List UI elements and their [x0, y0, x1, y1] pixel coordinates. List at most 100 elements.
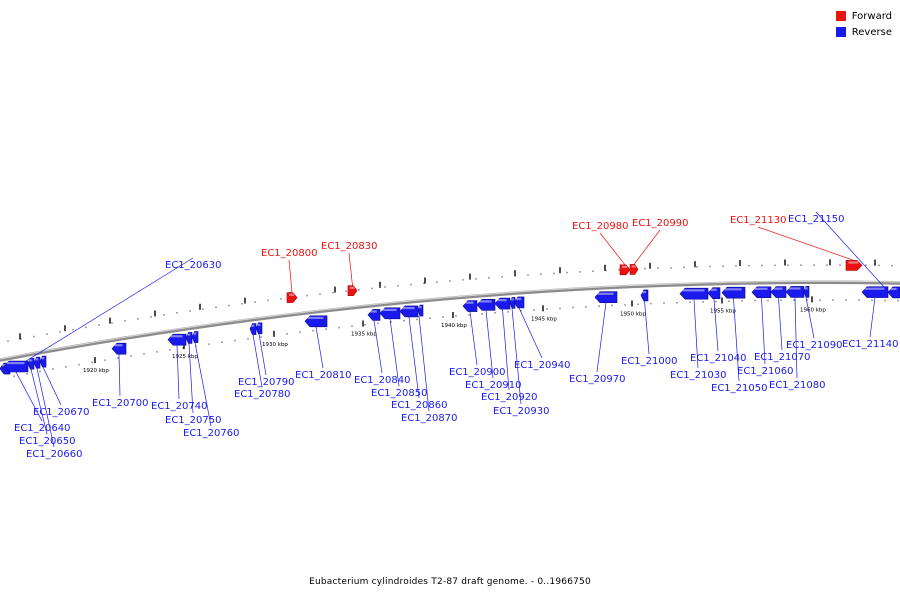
- gene-arrow-gloss: [170, 335, 183, 338]
- gene-label[interactable]: EC1_20940: [514, 360, 570, 371]
- gene-label[interactable]: EC1_21150: [788, 214, 844, 225]
- gene-arrow-gloss: [382, 308, 397, 311]
- label-connector: [194, 342, 212, 427]
- gene-label[interactable]: EC1_21130: [730, 215, 786, 226]
- gene-label[interactable]: EC1_20830: [321, 241, 377, 252]
- label-connector: [805, 297, 815, 339]
- gene-label[interactable]: EC1_20970: [569, 374, 625, 385]
- gene-arrow[interactable]: [417, 304, 424, 317]
- gene-arrow[interactable]: [861, 286, 889, 298]
- gene-arrow[interactable]: [619, 264, 631, 276]
- reverse-swatch: [835, 27, 846, 37]
- gene-arrow[interactable]: [476, 299, 496, 311]
- gene-label[interactable]: EC1_20640: [14, 423, 70, 434]
- gene-label[interactable]: EC1_20930: [493, 406, 549, 417]
- gene-arrow[interactable]: [751, 286, 772, 299]
- gene-label[interactable]: EC1_21040: [690, 353, 746, 364]
- gene-label[interactable]: EC1_21000: [621, 356, 677, 367]
- gene-arrow-gloss: [890, 287, 897, 291]
- gene-label[interactable]: EC1_21060: [737, 366, 793, 377]
- gene-label[interactable]: EC1_20750: [165, 415, 221, 426]
- gene-label[interactable]: EC1_20870: [401, 413, 457, 424]
- gene-label[interactable]: EC1_20920: [481, 392, 537, 403]
- gene-arrow[interactable]: [399, 305, 419, 318]
- gene-arrow[interactable]: [255, 322, 263, 335]
- gene-arrow[interactable]: [111, 342, 127, 355]
- gene-arrow[interactable]: [347, 285, 358, 296]
- gene-arrow[interactable]: [494, 297, 511, 310]
- gene-label[interactable]: EC1_21090: [786, 340, 842, 351]
- gene-label[interactable]: EC1_20700: [92, 398, 148, 409]
- gene-label[interactable]: EC1_20740: [151, 401, 207, 412]
- gene-label[interactable]: EC1_20780: [234, 389, 290, 400]
- gene-label[interactable]: EC1_21080: [769, 380, 825, 391]
- label-connector: [511, 308, 522, 405]
- gene-label[interactable]: EC1_20630: [165, 260, 221, 271]
- gene-arrow[interactable]: [594, 291, 618, 303]
- gene-arrow[interactable]: [513, 296, 525, 309]
- gene-label[interactable]: EC1_21070: [754, 352, 810, 363]
- gene-arrow[interactable]: [679, 287, 709, 300]
- gene-arrow[interactable]: [845, 260, 863, 271]
- gene-arrow[interactable]: [379, 307, 401, 320]
- gene-arrow[interactable]: [3, 360, 29, 373]
- gene-arrow[interactable]: [770, 286, 787, 298]
- gene-arrow[interactable]: [191, 331, 199, 343]
- gene-label[interactable]: EC1_20800: [261, 248, 317, 259]
- gene-arrow[interactable]: [803, 286, 810, 298]
- label-connector: [15, 371, 43, 422]
- gene-label[interactable]: EC1_20650: [19, 436, 75, 447]
- gene-label[interactable]: EC1_20670: [33, 407, 89, 418]
- gene-label[interactable]: EC1_20850: [371, 388, 427, 399]
- gene-arrow-gloss: [754, 287, 768, 290]
- gene-label[interactable]: EC1_20980: [572, 221, 628, 232]
- gene-arrow[interactable]: [707, 287, 721, 299]
- gene-arrow[interactable]: [185, 332, 193, 344]
- gene-label[interactable]: EC1_20810: [295, 370, 351, 381]
- gene-label[interactable]: EC1_20860: [391, 400, 447, 411]
- gene-label[interactable]: EC1_20910: [465, 380, 521, 391]
- gene-arrow[interactable]: [785, 286, 805, 298]
- label-connector: [469, 311, 478, 366]
- gene-arrow-gloss: [788, 287, 801, 290]
- gene-arrow[interactable]: [286, 292, 298, 303]
- gene-label[interactable]: EC1_21030: [670, 370, 726, 381]
- gene-arrow[interactable]: [39, 355, 47, 368]
- label-connector: [389, 318, 400, 387]
- gene-arrow[interactable]: [629, 264, 639, 275]
- kbp-label: 1955 kbp: [710, 308, 736, 314]
- gene-arrow[interactable]: [367, 309, 381, 321]
- gene-arrow-gloss: [465, 301, 474, 304]
- gene-arrow-gloss: [642, 290, 647, 294]
- gene-label[interactable]: EC1_20760: [183, 428, 239, 439]
- gene-arrow-gloss: [257, 323, 261, 326]
- gene-arrow[interactable]: [640, 289, 649, 302]
- gene-label[interactable]: EC1_20660: [26, 449, 82, 460]
- gene-label[interactable]: EC1_20790: [238, 377, 294, 388]
- gene-arrow[interactable]: [721, 286, 746, 299]
- gene-arrow[interactable]: [509, 297, 516, 309]
- gene-arrow[interactable]: [887, 286, 900, 299]
- gene-label[interactable]: EC1_20840: [354, 375, 410, 386]
- gene-label[interactable]: EC1_21140: [842, 339, 898, 350]
- label-connector: [869, 297, 876, 338]
- gene-arrow[interactable]: [249, 323, 257, 335]
- kbp-label: 1930 kbp: [262, 342, 288, 348]
- label-connector: [42, 366, 62, 406]
- gene-label[interactable]: EC1_20900: [449, 367, 505, 378]
- label-connector: [713, 298, 719, 352]
- gene-arrow-gloss: [251, 324, 255, 327]
- gene-arrow[interactable]: [33, 356, 41, 369]
- gene-label[interactable]: EC1_20990: [632, 218, 688, 229]
- gene-arrow[interactable]: [462, 300, 478, 312]
- label-connector: [485, 310, 494, 379]
- gene-arrow-gloss: [187, 333, 191, 336]
- gene-arrow-gloss: [773, 287, 783, 290]
- gene-arrow[interactable]: [304, 315, 328, 328]
- gene-label[interactable]: EC1_21050: [711, 383, 767, 394]
- gene-arrow[interactable]: [27, 357, 35, 370]
- kbp-label: 1945 kbp: [531, 316, 557, 322]
- label-connector: [315, 326, 324, 369]
- label-connector: [693, 299, 699, 369]
- gene-arrow[interactable]: [167, 333, 187, 346]
